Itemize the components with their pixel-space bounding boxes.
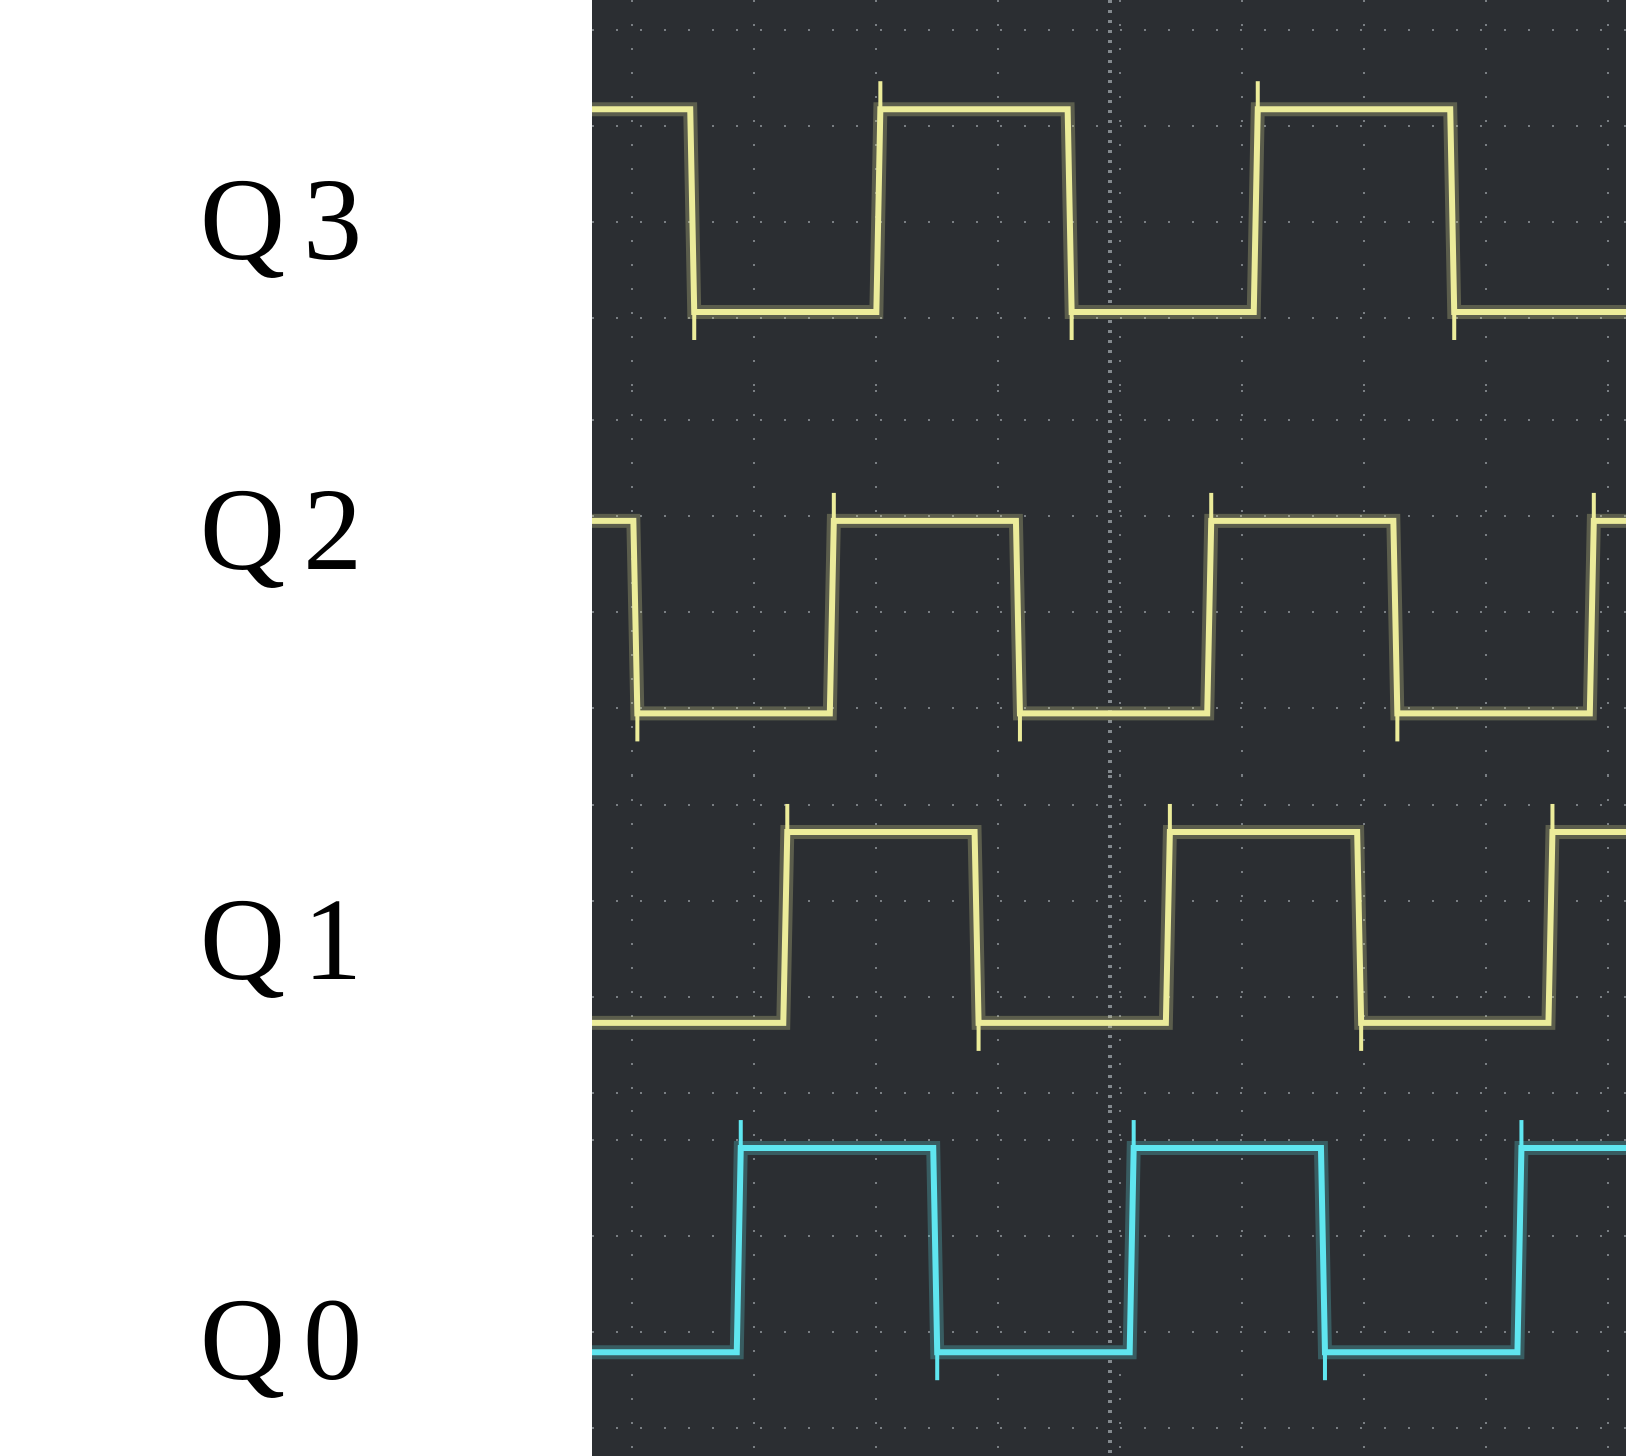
trace-q2 xyxy=(592,517,1626,717)
scope-panels xyxy=(592,0,1626,1456)
scope-svg-q2 xyxy=(592,390,1626,775)
scope-panel-q2 xyxy=(592,390,1626,775)
scope-svg-q3 xyxy=(592,0,1626,390)
signal-labels: Q3 Q2 Q1 Q0 xyxy=(0,0,592,1456)
label-q1: Q1 xyxy=(199,874,381,1005)
trace-q0 xyxy=(592,1145,1626,1356)
label-q3: Q3 xyxy=(199,154,381,285)
trace-q3 xyxy=(592,106,1626,315)
label-q2: Q2 xyxy=(199,464,381,595)
scope-panel-q0 xyxy=(592,1110,1626,1456)
scope-svg-q1 xyxy=(592,775,1626,1110)
scope-panel-q1 xyxy=(592,775,1626,1110)
scope-svg-q0 xyxy=(592,1110,1626,1456)
grid xyxy=(592,1110,1626,1456)
scope-background xyxy=(592,775,1626,1110)
trace-q1 xyxy=(592,828,1626,1026)
scope-panel-q3 xyxy=(592,0,1626,390)
label-q0: Q0 xyxy=(199,1274,381,1405)
